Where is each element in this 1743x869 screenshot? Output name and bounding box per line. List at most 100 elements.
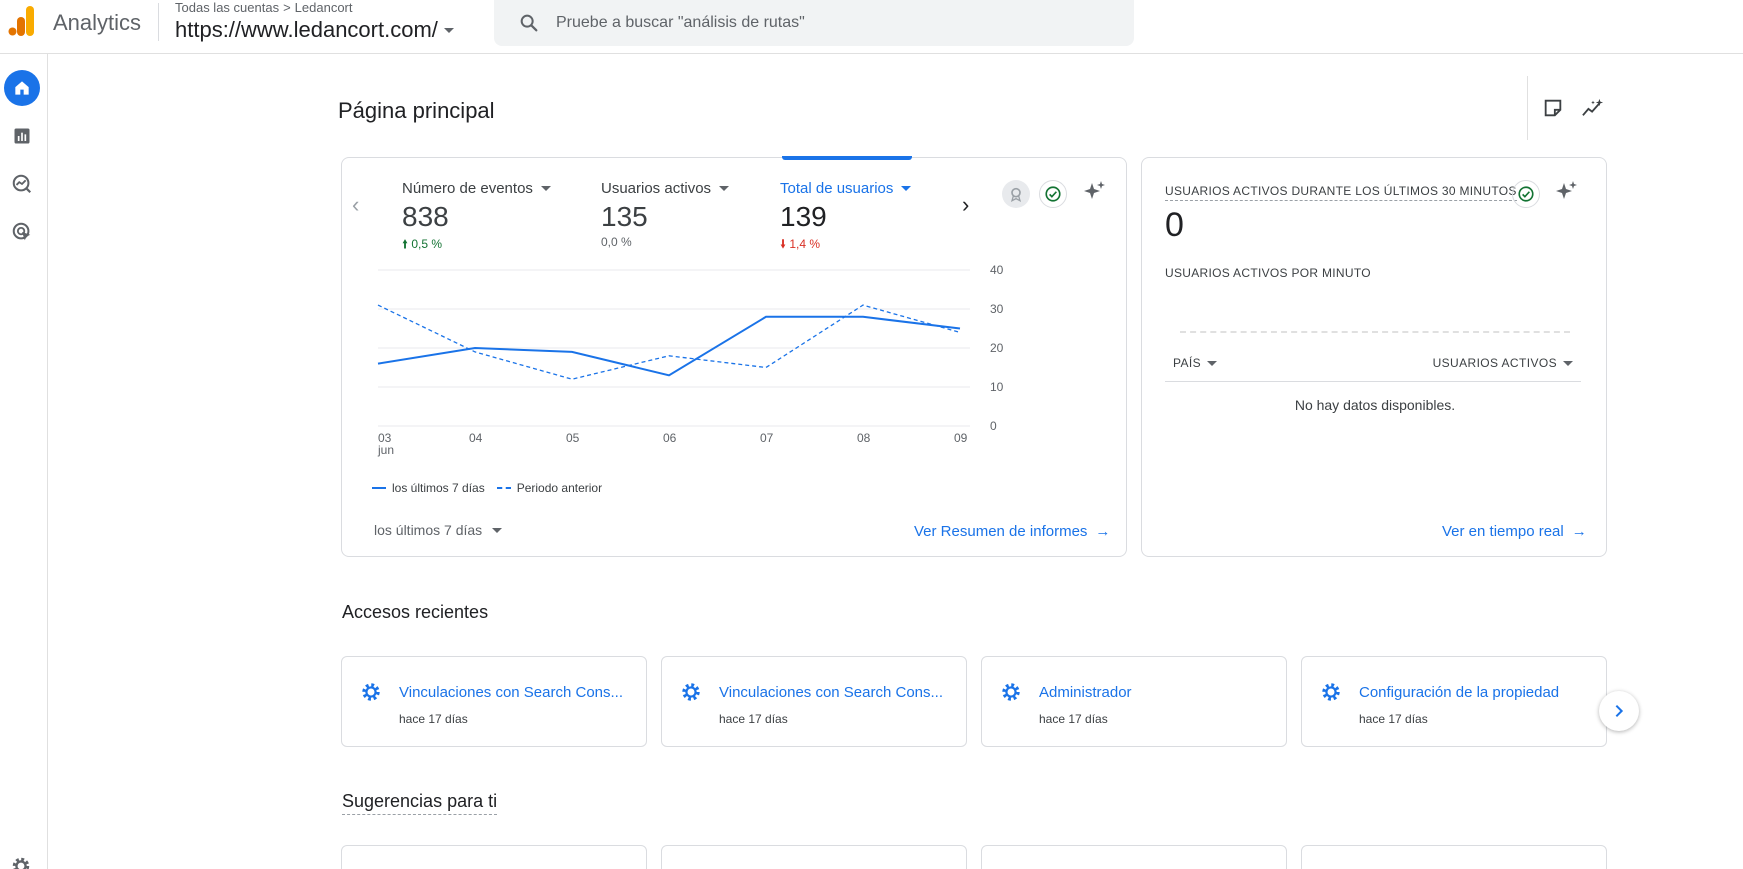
recent-item-title: Vinculaciones con Search Cons...	[719, 684, 944, 701]
benchmark-button[interactable]	[1002, 180, 1030, 208]
property-selector[interactable]: https://www.ledancort.com/	[175, 17, 454, 43]
x-tick-label: 05	[566, 431, 580, 445]
legend-swatch-dashed	[496, 487, 511, 489]
suggestion-card[interactable]	[981, 845, 1287, 869]
data-quality-button[interactable]	[1512, 180, 1540, 208]
recent-item[interactable]: Vinculaciones con Search Cons... hace 17…	[661, 656, 967, 747]
realtime-card: USUARIOS ACTIVOS DURANTE LOS ÚLTIMOS 30 …	[1141, 157, 1607, 557]
ai-insights-button[interactable]	[1080, 178, 1108, 206]
nav-reports[interactable]	[4, 118, 40, 154]
notes-button[interactable]	[1537, 92, 1569, 124]
suggestion-card[interactable]	[341, 845, 647, 869]
app-name: Analytics	[53, 10, 142, 35]
check-circle-icon	[1518, 186, 1534, 202]
settings-icon[interactable]	[10, 855, 32, 869]
breadcrumb[interactable]: Todas las cuentas > Ledancort	[175, 0, 353, 15]
metric-value: 838	[402, 201, 449, 232]
metric-delta: 🠙 0,5 %	[402, 235, 551, 256]
x-tick-label: 07	[760, 431, 774, 445]
check-circle-icon	[1045, 186, 1061, 202]
metric-delta-value: 0,5 %	[411, 237, 443, 251]
recent-item[interactable]: Vinculaciones con Search Cons... hace 17…	[341, 656, 647, 747]
y-tick-label: 20	[990, 341, 1004, 355]
column-active-users[interactable]: USUARIOS ACTIVOS	[1433, 356, 1573, 370]
chevron-down-icon	[1563, 360, 1573, 366]
carousel-next-button[interactable]	[1599, 691, 1639, 731]
view-reports-link[interactable]: Ver Resumen de informes →	[914, 523, 1110, 540]
sparkle-icon	[1084, 181, 1105, 199]
insights-icon	[1582, 98, 1604, 116]
recent-item-time: hace 17 días	[399, 712, 468, 726]
arrow-right-icon: →	[1571, 523, 1587, 540]
realtime-per-minute-label: USUARIOS ACTIVOS POR MINUTO	[1165, 266, 1371, 280]
x-tick-label: 08	[857, 431, 871, 445]
arrow-right-icon: →	[1095, 523, 1111, 540]
analytics-logo-icon[interactable]	[8, 6, 36, 36]
suggestions-section-title[interactable]: Sugerencias para ti	[342, 791, 498, 815]
search-icon	[520, 14, 538, 32]
metric-total-users[interactable]: Total de usuarios 139 🠛 1,4 %	[780, 180, 912, 256]
view-realtime-link[interactable]: Ver en tiempo real →	[1442, 523, 1587, 540]
nav-advertising[interactable]	[4, 214, 40, 250]
realtime-title[interactable]: USUARIOS ACTIVOS DURANTE LOS ÚLTIMOS 30 …	[1165, 184, 1517, 201]
nav-home[interactable]	[4, 70, 40, 106]
metric-value: 139	[780, 201, 827, 232]
search-input[interactable]	[556, 14, 1116, 32]
recent-section-title: Accesos recientes	[342, 602, 489, 622]
chevron-down-icon	[719, 186, 730, 191]
column-country[interactable]: PAÍS	[1173, 356, 1218, 370]
series-line-previous	[377, 304, 961, 380]
y-tick-label: 10	[990, 380, 1004, 394]
metric-active-users[interactable]: Usuarios activos 135 0,0 %	[601, 180, 730, 249]
recent-item[interactable]: Administrador hace 17 días	[981, 656, 1287, 747]
chevron-down-icon	[492, 527, 503, 533]
legend-swatch-solid	[372, 487, 386, 489]
explore-icon	[12, 174, 32, 194]
y-tick-label: 40	[990, 263, 1004, 277]
chevron-down-icon	[901, 186, 912, 191]
y-tick-label: 0	[990, 419, 997, 433]
metric-events[interactable]: Número de eventos 838 🠙 0,5 %	[402, 180, 551, 256]
suggestion-card[interactable]	[1301, 845, 1607, 869]
realtime-table-header: PAÍS USUARIOS ACTIVOS	[1165, 348, 1581, 382]
sparkle-icon	[1556, 181, 1577, 199]
date-range-select[interactable]: los últimos 7 días	[374, 522, 503, 538]
series-line-current	[377, 315, 961, 377]
nav-explore[interactable]	[4, 166, 40, 202]
x-tick-label: 09	[954, 431, 968, 445]
line-chart: 40 30 20 10 0 03 04 05 06 07 08 09 jun	[377, 263, 1004, 457]
chevron-down-icon	[443, 27, 454, 33]
gear-icon	[362, 683, 380, 701]
advertising-icon	[12, 222, 31, 241]
insights-button[interactable]	[1577, 92, 1609, 124]
y-tick-label: 30	[990, 302, 1004, 316]
chevron-right-icon[interactable]: ›	[962, 192, 970, 217]
note-icon	[1544, 99, 1562, 117]
breadcrumb-account[interactable]: Ledancort	[294, 0, 353, 15]
metric-delta: 🠛 1,4 %	[780, 235, 911, 256]
top-bar: Analytics Todas las cuentas > Ledancort …	[0, 0, 1743, 54]
data-quality-button[interactable]	[1039, 180, 1067, 208]
recent-item-time: hace 17 días	[719, 712, 788, 726]
search-bar[interactable]	[494, 0, 1134, 46]
chevron-right-icon	[1615, 704, 1624, 718]
selected-tab-indicator	[782, 156, 912, 160]
view-realtime-label: Ver en tiempo real	[1442, 523, 1564, 540]
overview-card: ‹ Número de eventos 838 🠙 0,5 % Usuarios…	[341, 156, 1127, 557]
chevron-left-icon[interactable]: ‹	[352, 192, 360, 217]
metric-delta-value: 0,0 %	[601, 235, 632, 249]
left-nav-rail	[0, 54, 48, 869]
ai-insights-button[interactable]	[1552, 178, 1580, 206]
breadcrumb-root[interactable]: Todas las cuentas	[175, 0, 280, 15]
realtime-value: 0	[1165, 206, 1184, 244]
title-tools-divider	[1527, 76, 1528, 140]
recent-item[interactable]: Configuración de la propiedad hace 17 dí…	[1301, 656, 1607, 747]
x-tick-sublabel: jun	[377, 443, 394, 457]
metric-label: Usuarios activos	[601, 180, 712, 197]
date-range-value: los últimos 7 días	[374, 522, 483, 538]
suggestion-card[interactable]	[661, 845, 967, 869]
chevron-down-icon	[1207, 360, 1218, 366]
metric-label: Número de eventos	[402, 180, 533, 197]
page-title: Página principal	[338, 98, 495, 123]
x-tick-label: 06	[663, 431, 677, 445]
